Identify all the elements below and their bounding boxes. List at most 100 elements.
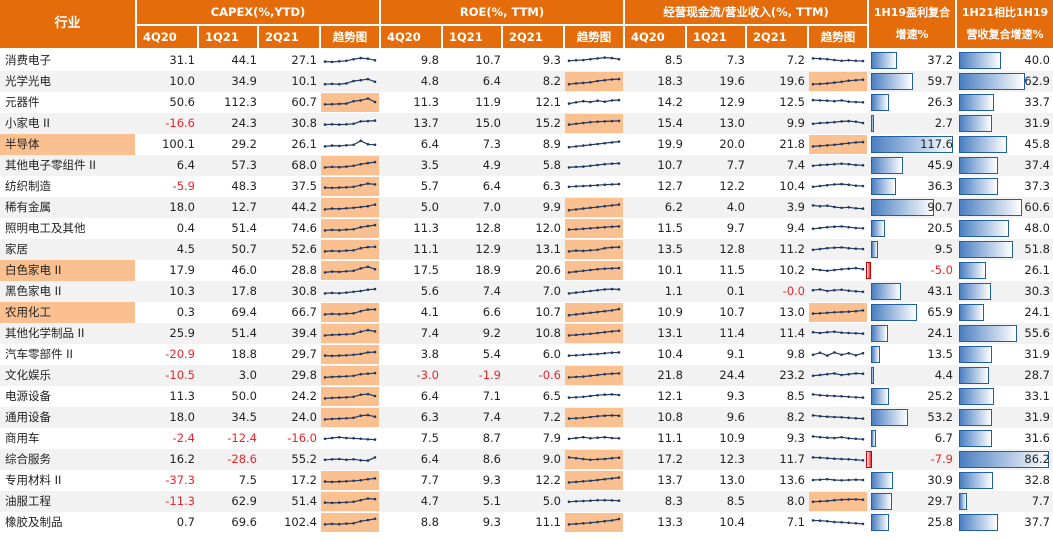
capex-value: -16.0 [287, 431, 317, 445]
ocf-value: 9.1 [726, 347, 745, 361]
ocf-trend-sparkline [809, 51, 867, 70]
profit-cagr-value: 25.2 [927, 389, 953, 403]
ocf-value: 10.9 [657, 305, 683, 319]
roe-value: 5.0 [420, 200, 439, 214]
revenue-cagr-value: 31.6 [1024, 431, 1050, 445]
capex-trend-sparkline [321, 429, 379, 448]
table-row: 稀有金属 18.0 12.7 44.2 5.0 7.0 9.9 6.2 4.0 3.9 90.7 60… [0, 197, 1053, 218]
ocf-trend-sparkline [809, 450, 867, 469]
capex-value: 34.9 [231, 74, 257, 88]
roe-trend-sparkline [565, 471, 623, 490]
revenue-cagr-bar [959, 388, 994, 405]
ocf-value: 10.4 [719, 515, 745, 529]
header-capex-period-1: 4Q20 [137, 26, 197, 48]
roe-value: 7.4 [482, 410, 501, 424]
ocf-value: 7.7 [726, 158, 745, 172]
capex-trend-sparkline [321, 198, 379, 217]
ocf-value: 8.3 [664, 494, 683, 508]
capex-value: 30.8 [291, 116, 317, 130]
ocf-value: 14.2 [657, 95, 683, 109]
ocf-value: 8.2 [786, 410, 805, 424]
revenue-cagr-bar [959, 430, 992, 447]
revenue-cagr-bar [959, 115, 993, 132]
roe-value: 7.4 [420, 326, 439, 340]
table-row: 油服工程 -11.3 62.9 51.4 4.7 5.1 5.0 8.3 8.5 8.0 29.7 7… [0, 491, 1053, 512]
roe-value: 8.8 [420, 515, 439, 529]
industry-name: 其他化学制品 II [5, 326, 85, 340]
ocf-value: 11.1 [657, 431, 683, 445]
profit-cagr-bar [871, 304, 917, 321]
profit-cagr-bar [871, 514, 889, 531]
roe-trend-sparkline [565, 240, 623, 259]
ocf-trend-sparkline [809, 429, 867, 448]
ocf-value: 7.4 [786, 158, 805, 172]
roe-trend-sparkline [565, 198, 623, 217]
table-row: 综合服务 16.2 -28.6 55.2 6.4 8.6 9.0 17.2 12.3 11.7 -7… [0, 449, 1053, 470]
profit-cagr-bar [871, 199, 935, 216]
capex-trend-sparkline [321, 282, 379, 301]
capex-value: 27.1 [291, 53, 317, 67]
header-capex-trend: 趋势图 [321, 26, 379, 48]
capex-value: 17.9 [169, 263, 195, 277]
revenue-cagr-bar [959, 178, 998, 195]
ocf-trend-sparkline [809, 261, 867, 280]
capex-value: 24.0 [291, 410, 317, 424]
ocf-value: 9.6 [726, 410, 745, 424]
capex-value: 39.4 [291, 326, 317, 340]
roe-trend-sparkline [565, 429, 623, 448]
profit-cagr-value: 4.4 [934, 368, 953, 382]
capex-trend-sparkline [321, 303, 379, 322]
revenue-cagr-value: 24.1 [1024, 305, 1050, 319]
profit-cagr-bar [871, 325, 888, 342]
profit-cagr-bar [871, 409, 909, 426]
roe-value: 20.6 [535, 263, 561, 277]
ocf-trend-sparkline [809, 177, 867, 196]
ocf-trend-sparkline [809, 471, 867, 490]
ocf-value: 19.6 [779, 74, 805, 88]
capex-value: 51.4 [291, 494, 317, 508]
profit-cagr-bar [871, 493, 892, 510]
revenue-cagr-bar [959, 157, 999, 174]
roe-value: 7.5 [420, 431, 439, 445]
table-row: 通用设备 18.0 34.5 24.0 6.3 7.4 7.2 10.8 9.6 8.2 53.2 3… [0, 407, 1053, 428]
industry-name: 专用材料 II [5, 473, 62, 487]
ocf-value: 11.4 [779, 326, 805, 340]
capex-value: 50.0 [231, 389, 257, 403]
capex-value: 7.5 [238, 473, 257, 487]
roe-value: 5.7 [420, 179, 439, 193]
roe-value: 4.1 [420, 305, 439, 319]
ocf-value: 12.8 [719, 242, 745, 256]
ocf-trend-sparkline [809, 345, 867, 364]
table-row: 元器件 50.6 112.3 60.7 11.3 11.9 12.1 14.2 12.9 12.5… [0, 92, 1053, 113]
capex-value: 6.4 [176, 158, 195, 172]
capex-value: 69.6 [231, 515, 257, 529]
roe-value: 11.9 [475, 95, 501, 109]
profit-cagr-value: 43.1 [927, 284, 953, 298]
revenue-cagr-bar [959, 262, 987, 279]
roe-value: 9.0 [542, 452, 561, 466]
revenue-cagr-bar [959, 472, 994, 489]
capex-value: -16.6 [165, 116, 195, 130]
header-roe-trend: 趋势图 [565, 26, 623, 48]
industry-name: 通用设备 [5, 410, 51, 424]
capex-trend-sparkline [321, 177, 379, 196]
industry-name: 其他电子零组件 II [5, 158, 96, 172]
revenue-cagr-value: 37.7 [1024, 515, 1050, 529]
industry-name: 油服工程 [5, 494, 51, 508]
capex-trend-sparkline [321, 114, 379, 133]
roe-value: 7.4 [482, 284, 501, 298]
capex-value: 44.2 [291, 200, 317, 214]
revenue-cagr-value: 33.1 [1024, 389, 1050, 403]
header-ocf-trend: 趋势图 [809, 26, 867, 48]
revenue-cagr-value: 62.9 [1024, 74, 1050, 88]
capex-trend-sparkline [321, 387, 379, 406]
capex-value: 25.9 [169, 326, 195, 340]
roe-trend-sparkline [565, 303, 623, 322]
capex-value: 30.8 [291, 284, 317, 298]
capex-trend-sparkline [321, 450, 379, 469]
ocf-value: 10.7 [719, 305, 745, 319]
roe-trend-sparkline [565, 450, 623, 469]
roe-value: 4.7 [420, 494, 439, 508]
revenue-cagr-value: 45.8 [1024, 137, 1050, 151]
ocf-trend-sparkline [809, 135, 867, 154]
